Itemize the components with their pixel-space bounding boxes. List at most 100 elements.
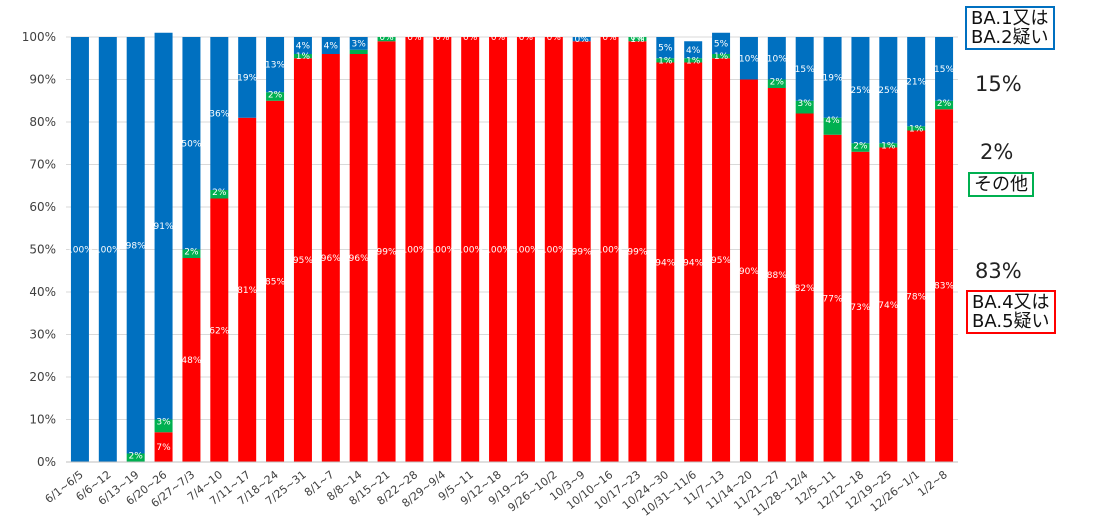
data-label: 100% xyxy=(95,246,121,256)
data-label: 77% xyxy=(823,294,843,304)
data-label: 0% xyxy=(491,33,506,43)
bar-segment xyxy=(70,37,89,462)
data-label: 98% xyxy=(126,241,146,251)
data-label: 10% xyxy=(767,54,787,64)
data-label: 82% xyxy=(795,284,815,294)
bar-segment xyxy=(572,37,591,42)
data-label: 1% xyxy=(296,52,311,62)
bar-segment xyxy=(935,109,954,462)
bar-segment xyxy=(684,58,703,63)
data-label: 99% xyxy=(572,248,592,258)
bar-segment xyxy=(154,32,173,420)
data-label: 1% xyxy=(909,124,924,134)
data-label: 25% xyxy=(850,86,870,96)
bar-segment xyxy=(154,432,173,462)
bar-segment xyxy=(98,37,117,462)
bar-segment xyxy=(935,100,954,110)
data-label: 4% xyxy=(686,46,701,56)
bar-segment xyxy=(238,37,257,118)
legend-blue-pct: 15% xyxy=(975,72,1022,96)
bar-segment xyxy=(405,37,424,462)
bar-segment xyxy=(823,134,842,462)
data-label: 74% xyxy=(878,301,898,311)
data-label: 100% xyxy=(513,246,539,256)
y-tick-label: 20% xyxy=(29,370,56,384)
bar-segment xyxy=(628,37,647,42)
data-label: 0% xyxy=(602,33,617,43)
bar-segment xyxy=(293,58,312,462)
data-label: 100% xyxy=(457,246,483,256)
bar-segment xyxy=(795,113,814,462)
data-label: 99% xyxy=(377,248,397,258)
bar-segment xyxy=(795,100,814,114)
data-label: 10% xyxy=(739,54,759,64)
bar-segment xyxy=(907,126,926,131)
data-label: 21% xyxy=(906,78,926,88)
legend-red-label-line1: BA.4又は xyxy=(972,292,1050,313)
y-tick-label: 80% xyxy=(29,115,56,129)
data-label: 25% xyxy=(878,86,898,96)
data-label: 96% xyxy=(321,254,341,264)
bar-segment xyxy=(712,32,731,54)
data-label: 2% xyxy=(212,188,227,198)
data-label: 88% xyxy=(767,271,787,281)
data-label: 100% xyxy=(597,246,623,256)
legend-red-label-line2: BA.5疑い xyxy=(972,311,1050,332)
data-label: 0% xyxy=(630,33,645,43)
bar-segment xyxy=(321,37,340,54)
data-label: 48% xyxy=(181,356,201,366)
data-label: 0% xyxy=(435,33,450,43)
bar-segment xyxy=(684,62,703,462)
bar-segment xyxy=(879,37,898,144)
data-label: 85% xyxy=(265,277,285,287)
legend-blue-label-line1: BA.1又は xyxy=(971,8,1049,29)
data-label: 4% xyxy=(324,42,339,52)
bar-segment xyxy=(210,37,229,190)
bar-segment xyxy=(879,147,898,462)
bar-segment xyxy=(600,37,619,462)
data-label: 100% xyxy=(485,246,511,256)
y-tick-label: 60% xyxy=(29,200,56,214)
bar-segment xyxy=(238,117,257,462)
bar-segment xyxy=(377,41,396,462)
data-label: 1% xyxy=(658,56,673,66)
data-label: 100% xyxy=(429,246,455,256)
y-tick-label: 30% xyxy=(29,328,56,342)
bar-segment xyxy=(293,37,312,54)
bar-segment xyxy=(851,143,870,152)
bar-segment xyxy=(572,41,591,462)
bar-segment xyxy=(823,117,842,135)
legend-red-box: BA.4又は BA.5疑い xyxy=(966,290,1056,334)
data-label: 100% xyxy=(67,246,93,256)
data-label: 5% xyxy=(658,44,673,54)
y-tick-label: 40% xyxy=(29,285,56,299)
data-label: 19% xyxy=(823,73,843,83)
data-label: 0% xyxy=(519,33,534,43)
bar-segment xyxy=(349,49,368,54)
data-label: 100% xyxy=(402,246,428,256)
bar-segment xyxy=(795,37,814,101)
y-tick-label: 90% xyxy=(29,73,56,87)
bar-segment xyxy=(656,37,675,59)
bar-segment xyxy=(266,100,285,462)
data-label: 90% xyxy=(739,267,759,277)
bar-segment xyxy=(907,130,926,462)
bar-segment xyxy=(126,453,145,462)
data-label: 3% xyxy=(798,99,813,109)
data-label: 73% xyxy=(850,303,870,313)
data-label: 50% xyxy=(181,139,201,149)
data-label: 1% xyxy=(881,141,896,151)
bar-segment xyxy=(907,37,926,127)
data-label: 95% xyxy=(293,256,313,266)
data-label: 13% xyxy=(265,61,285,71)
y-axis: 0% 10% 20% 30% 40% 50% 60% 70% 80% 90% 100% xyxy=(22,30,56,469)
bar-segment xyxy=(656,62,675,462)
data-label: 15% xyxy=(795,65,815,75)
bar-segment xyxy=(684,41,703,59)
legend-blue-label-line2: BA.2疑い xyxy=(971,27,1049,48)
data-label: 94% xyxy=(683,258,703,268)
data-label: 1% xyxy=(630,35,645,45)
y-tick-label: 70% xyxy=(29,158,56,172)
data-label: 5% xyxy=(714,39,729,49)
